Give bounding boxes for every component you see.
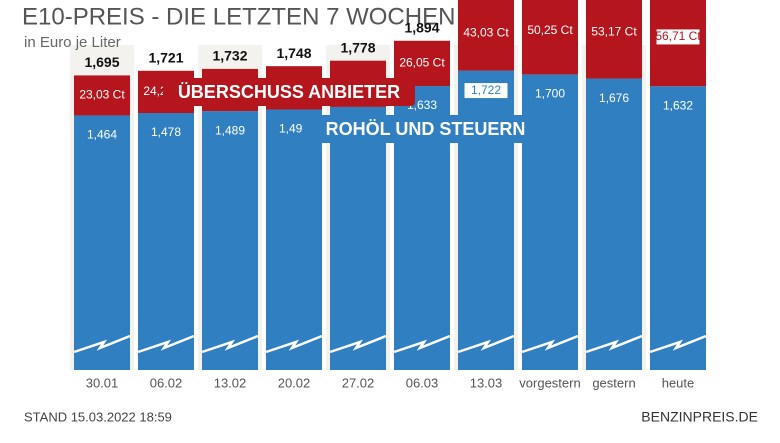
bar-segment	[74, 115, 130, 371]
axis-break	[329, 334, 387, 354]
axis-break	[265, 334, 323, 354]
value-label: 1,498	[279, 122, 309, 136]
value-label: 50,25 Ct	[527, 23, 573, 37]
value-label: 1,632	[663, 98, 693, 112]
axis-break	[521, 334, 579, 354]
x-tick-label: 06.03	[406, 375, 439, 390]
total-label: 1,732	[212, 48, 247, 64]
value-label: 23,03 Ct	[79, 88, 125, 102]
value-label: 26,05 Ct	[399, 56, 445, 70]
bar-segment	[266, 109, 322, 371]
bar-segment	[202, 111, 258, 370]
total-label: 1,894	[404, 19, 439, 35]
x-tick-label: 13.03	[470, 375, 503, 390]
bar-segment	[458, 0, 514, 71]
label-box	[463, 82, 509, 100]
legend-label: ROHÖL UND STEUERN	[326, 119, 526, 139]
x-tick-label: 06.02	[150, 375, 183, 390]
bar-segment	[74, 75, 130, 116]
x-tick-label: 20.02	[278, 375, 311, 390]
axis-break	[137, 334, 195, 354]
total-label: 1,748	[276, 45, 311, 61]
axis-break	[201, 334, 259, 354]
axis-break	[649, 334, 707, 354]
footer-right: BENZINPREIS.DE	[641, 409, 758, 425]
x-tick-label: 30.01	[86, 375, 119, 390]
bar-segment	[522, 0, 578, 75]
axis-break	[585, 334, 643, 354]
bar-segment	[330, 106, 386, 370]
value-label: 1,700	[535, 87, 565, 101]
bar-segment	[586, 0, 642, 79]
legend-label: ÜBERSCHUSS ANBIETER	[178, 82, 400, 102]
x-tick-label: heute	[662, 375, 695, 390]
total-label: 1,778	[340, 39, 375, 55]
total-label: 1,695	[84, 54, 119, 70]
value-label: 1,478	[151, 125, 181, 139]
x-tick-label: gestern	[592, 375, 635, 390]
value-label: 53,17 Ct	[591, 25, 637, 39]
x-tick-label: vorgestern	[519, 375, 580, 390]
bar-segment	[650, 86, 706, 370]
bar-segment	[138, 113, 194, 371]
value-label: 56,71 Ct	[655, 29, 701, 43]
bar-segment	[586, 78, 642, 370]
legend-swatch	[303, 115, 548, 143]
x-tick-label: 27.02	[342, 375, 375, 390]
value-label: 1,464	[87, 128, 117, 142]
footer-left: STAND 15.03.2022 18:59	[24, 409, 172, 424]
chart-subtitle: in Euro je Liter	[24, 34, 121, 51]
axis-break	[457, 334, 515, 354]
value-label: 1,489	[215, 123, 245, 137]
axis-break	[73, 334, 131, 354]
label-box	[655, 28, 701, 46]
total-label: 1,721	[148, 49, 183, 65]
value-label: 1,722	[471, 83, 501, 97]
x-tick-label: 13.02	[214, 375, 247, 390]
value-label: 1,676	[599, 91, 629, 105]
value-label: 43,03 Ct	[463, 25, 509, 39]
legend-swatch	[163, 78, 415, 106]
chart-title: E10-PREIS - DIE LETZTEN 7 WOCHEN	[22, 3, 455, 30]
axis-break	[393, 334, 451, 354]
